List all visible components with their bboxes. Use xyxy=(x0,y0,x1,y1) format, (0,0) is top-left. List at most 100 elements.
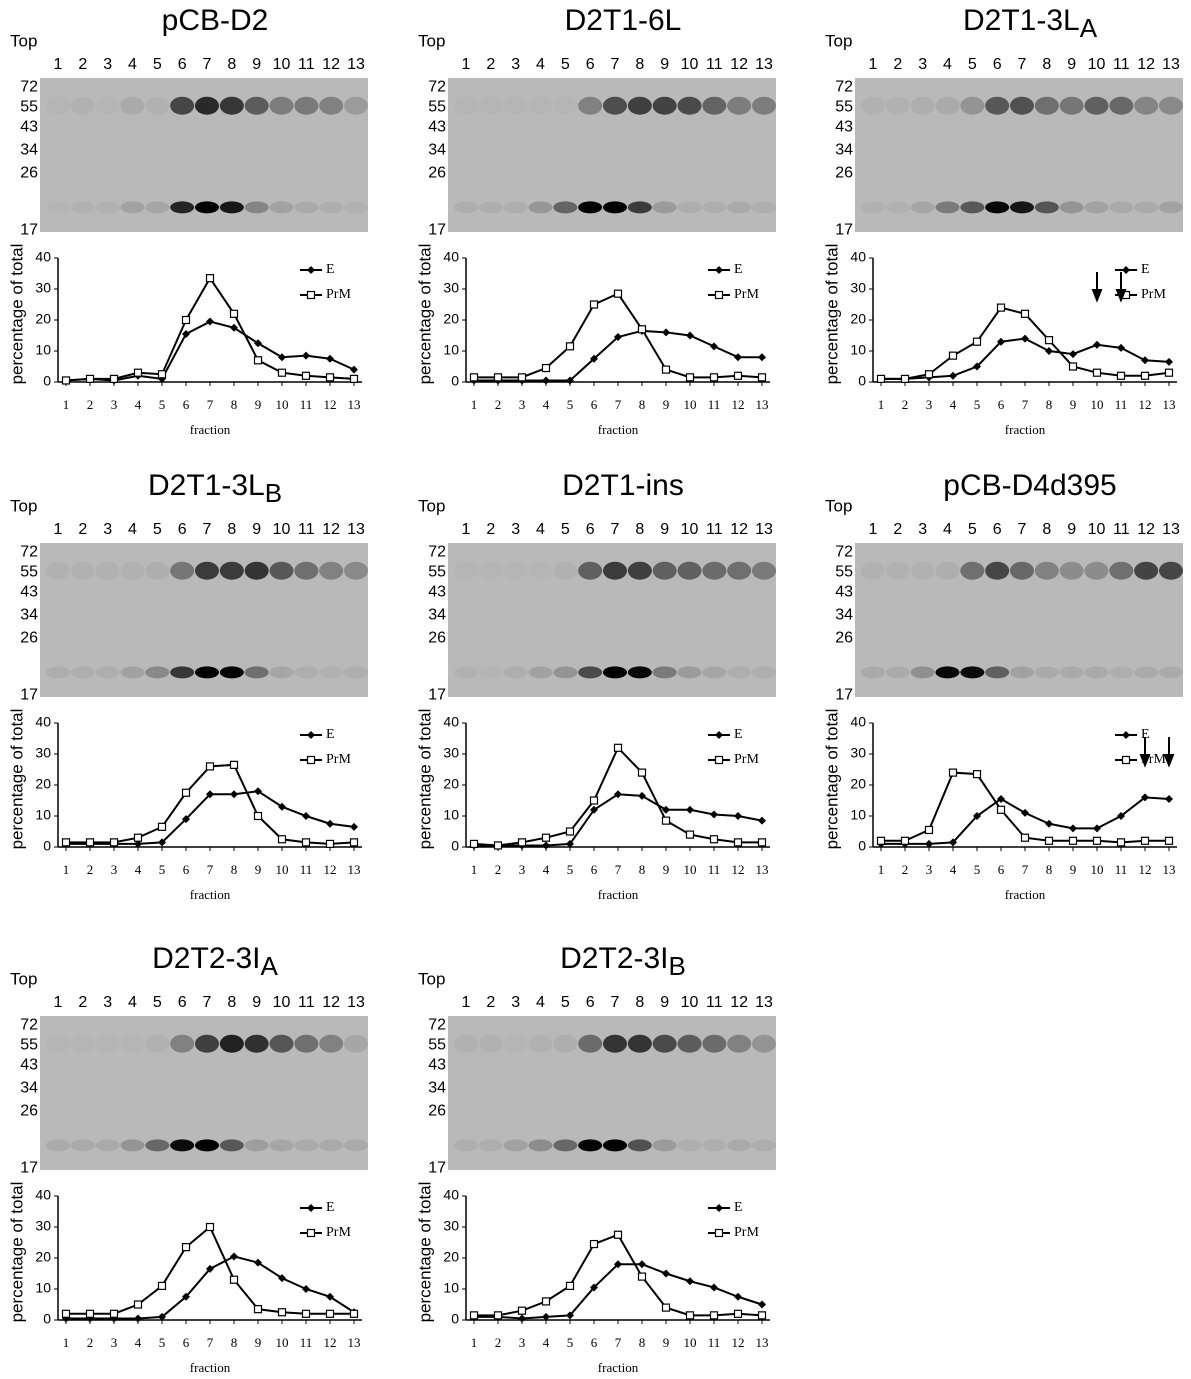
y-tick-label: 0 xyxy=(451,373,459,389)
gel-band xyxy=(752,201,776,214)
x-tick-label: 7 xyxy=(615,397,622,412)
lane-label: 5 xyxy=(153,56,162,73)
gel-top-label: Top xyxy=(418,31,445,50)
legend-label: E xyxy=(326,1200,335,1215)
gel-band xyxy=(46,561,70,580)
legend-marker xyxy=(715,731,723,739)
mw-marker: 55 xyxy=(20,1036,38,1053)
point xyxy=(230,323,238,332)
point xyxy=(277,368,287,377)
x-tick-label: 1 xyxy=(471,1335,478,1350)
gel-band xyxy=(244,1034,269,1053)
point xyxy=(662,805,670,814)
point xyxy=(61,376,71,385)
gel-band xyxy=(603,1139,627,1152)
x-tick-label: 9 xyxy=(1070,862,1077,877)
x-tick-label: 9 xyxy=(663,1335,670,1350)
arrow xyxy=(1115,272,1127,303)
x-tick-label: 4 xyxy=(543,862,550,877)
point xyxy=(326,819,334,828)
y-tick-label: 20 xyxy=(35,1249,51,1265)
gel-band xyxy=(578,561,603,580)
lane-label: 13 xyxy=(755,56,773,73)
mw-marker: 55 xyxy=(20,98,38,115)
gel-band xyxy=(319,1139,344,1152)
lane-label: 11 xyxy=(1113,56,1130,73)
gel-band xyxy=(1034,96,1059,115)
gel-band xyxy=(960,666,985,679)
point xyxy=(566,839,574,848)
gel-band xyxy=(752,1139,776,1152)
x-tick-label: 11 xyxy=(300,397,313,412)
gel-band xyxy=(553,1139,578,1152)
x-tick-label: 11 xyxy=(300,1335,313,1350)
gel-band xyxy=(1159,561,1183,580)
x-axis-label: fraction xyxy=(190,1360,231,1375)
gel-band xyxy=(985,201,1010,214)
point xyxy=(229,1275,239,1284)
lane-label: 3 xyxy=(511,56,520,73)
gel-band xyxy=(1109,201,1134,214)
x-tick-label: 11 xyxy=(708,862,721,877)
point xyxy=(589,796,599,805)
gel-band xyxy=(727,96,752,115)
x-tick-label: 12 xyxy=(324,397,337,412)
lane-label: 6 xyxy=(178,56,187,73)
legend-label: PrM xyxy=(734,752,759,767)
gel-band xyxy=(503,1139,528,1152)
gel-top-label: Top xyxy=(10,496,37,515)
gel-band xyxy=(553,97,577,115)
gel-band xyxy=(528,666,553,679)
gel-band xyxy=(985,96,1010,115)
x-axis-label: fraction xyxy=(1005,422,1046,437)
point xyxy=(181,788,191,797)
legend-marker xyxy=(1122,731,1130,739)
gel-band xyxy=(752,1034,776,1053)
point xyxy=(277,835,287,844)
gel-band xyxy=(528,1034,553,1053)
lane-label: 4 xyxy=(536,521,545,538)
x-tick-label: 5 xyxy=(567,862,574,877)
x-tick-label: 4 xyxy=(950,862,957,877)
gel-band xyxy=(95,201,120,214)
point xyxy=(157,370,167,379)
x-tick-label: 8 xyxy=(1046,397,1053,412)
point xyxy=(493,373,503,382)
point xyxy=(1021,334,1029,343)
x-tick-label: 2 xyxy=(495,397,502,412)
mw-marker: 72 xyxy=(835,543,853,560)
gel-band xyxy=(170,201,195,214)
gel-band xyxy=(344,1139,368,1152)
x-tick-label: 13 xyxy=(756,862,769,877)
gel-band xyxy=(319,561,344,580)
gel-band xyxy=(861,96,885,115)
x-tick-label: 8 xyxy=(231,862,238,877)
gel-band xyxy=(244,201,269,214)
mw-marker: 26 xyxy=(20,1103,38,1120)
gel-band xyxy=(294,1139,319,1152)
point xyxy=(685,830,695,839)
x-axis-label: fraction xyxy=(190,422,231,437)
point xyxy=(542,841,550,850)
panel-title: D2T1-3LB xyxy=(148,469,282,508)
lane-label: 2 xyxy=(78,56,87,73)
point xyxy=(876,836,886,845)
gel-band xyxy=(219,1139,244,1152)
x-tick-label: 1 xyxy=(471,397,478,412)
gel-band xyxy=(219,201,244,214)
x-tick-label: 10 xyxy=(684,1335,697,1350)
legend-marker xyxy=(715,1204,723,1212)
series-line xyxy=(881,306,1170,380)
point xyxy=(157,1281,167,1291)
point xyxy=(278,353,286,362)
y-tick-label: 30 xyxy=(850,280,866,296)
point xyxy=(517,373,527,382)
x-tick-label: 12 xyxy=(324,1335,337,1350)
legend-marker xyxy=(307,1204,315,1212)
mw-marker: 55 xyxy=(835,563,853,580)
gel-band xyxy=(120,561,145,580)
